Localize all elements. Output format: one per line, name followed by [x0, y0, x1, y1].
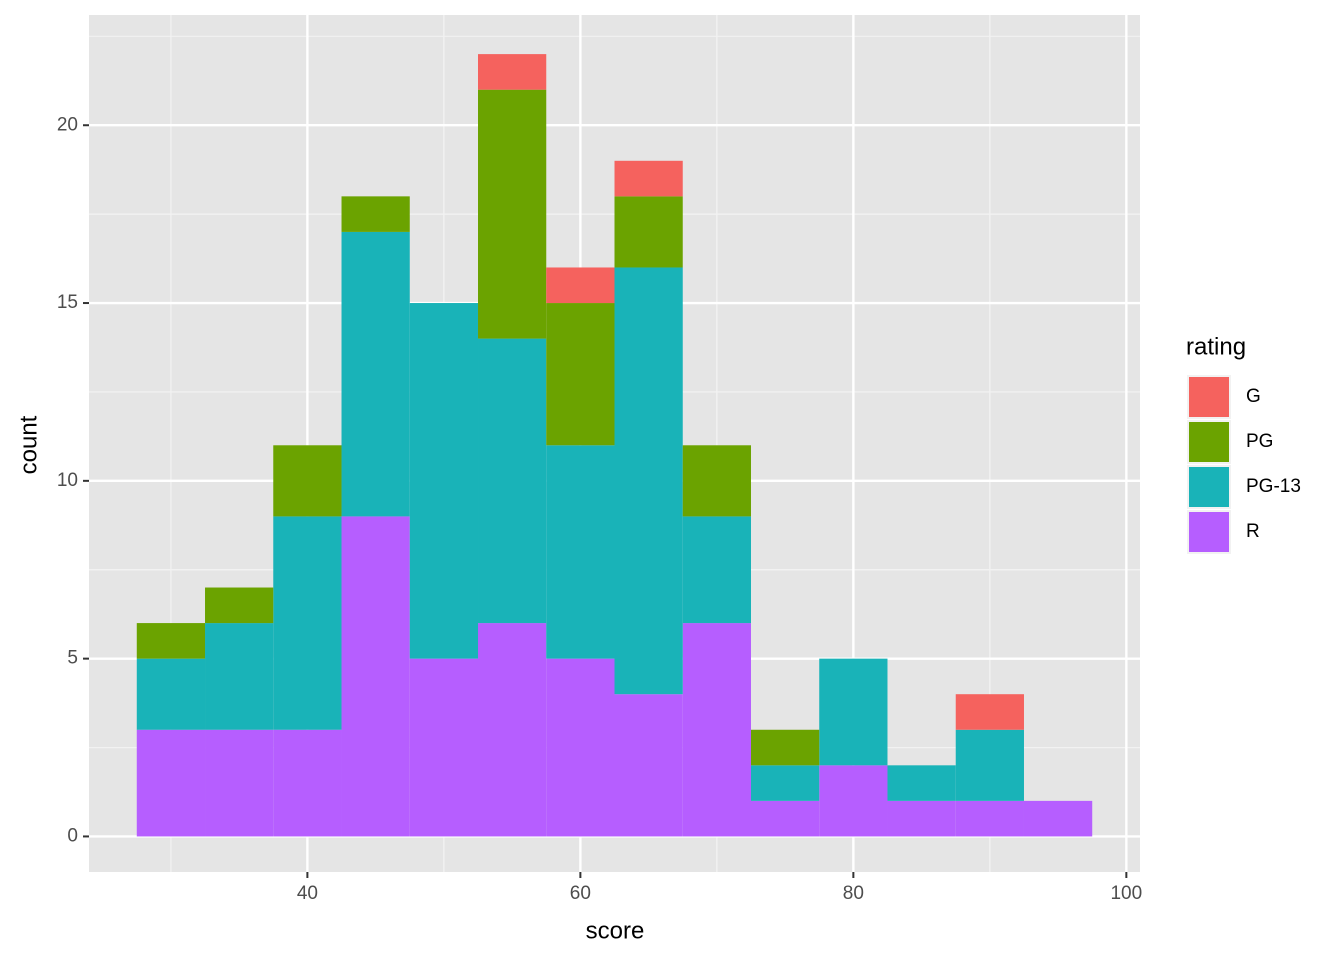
bars [136, 54, 1093, 837]
bar [955, 729, 1024, 801]
bar [478, 54, 547, 90]
bar [205, 729, 274, 837]
legend-swatch [1189, 422, 1229, 462]
bar [614, 267, 683, 695]
legend-label: PG-13 [1246, 476, 1301, 497]
bar [546, 445, 615, 659]
bar [136, 729, 206, 837]
y-tick-label: 10 [57, 470, 78, 491]
y-tick-label: 15 [57, 292, 78, 313]
bar [955, 800, 1024, 837]
y-axis-title: count [15, 415, 42, 474]
bar [682, 623, 751, 837]
bar [682, 445, 751, 517]
bar [819, 658, 888, 766]
bar [546, 303, 615, 446]
bar [614, 160, 683, 197]
bar [614, 196, 683, 268]
x-tick-label: 40 [297, 883, 318, 904]
bar [341, 196, 410, 232]
x-tick-label: 100 [1110, 883, 1142, 904]
bar [205, 587, 274, 624]
x-tick-label: 80 [843, 883, 864, 904]
bar [955, 694, 1024, 730]
bar [1023, 800, 1093, 837]
bar [478, 338, 547, 624]
legend-swatch [1189, 512, 1229, 552]
bar [750, 765, 820, 801]
bar [546, 267, 615, 304]
bar [409, 303, 479, 659]
bar [409, 658, 479, 837]
legend-title: rating [1186, 333, 1246, 360]
bar [478, 623, 547, 837]
y-tick-label: 5 [67, 648, 78, 669]
bar [273, 445, 342, 517]
bar [341, 516, 410, 837]
legend-swatch [1189, 467, 1229, 507]
y-tick-label: 0 [67, 825, 78, 846]
legend-label: PG [1246, 431, 1273, 452]
bar [341, 231, 410, 517]
legend-swatch [1189, 377, 1229, 417]
bar [273, 729, 342, 837]
bar [273, 516, 342, 730]
bar [750, 800, 820, 837]
bar [205, 623, 274, 730]
legend-label: G [1246, 386, 1261, 407]
bar [546, 658, 615, 837]
bar [819, 765, 888, 837]
bar [614, 694, 683, 837]
x-axis-title: score [586, 917, 645, 944]
bar [887, 800, 956, 837]
legend-label: R [1246, 521, 1260, 542]
bar [136, 658, 206, 730]
y-tick-label: 20 [57, 114, 78, 135]
x-tick-label: 60 [570, 883, 591, 904]
bar [887, 765, 956, 801]
bar [478, 89, 547, 339]
bar [136, 623, 206, 659]
bar [682, 516, 751, 624]
bar [750, 729, 820, 766]
